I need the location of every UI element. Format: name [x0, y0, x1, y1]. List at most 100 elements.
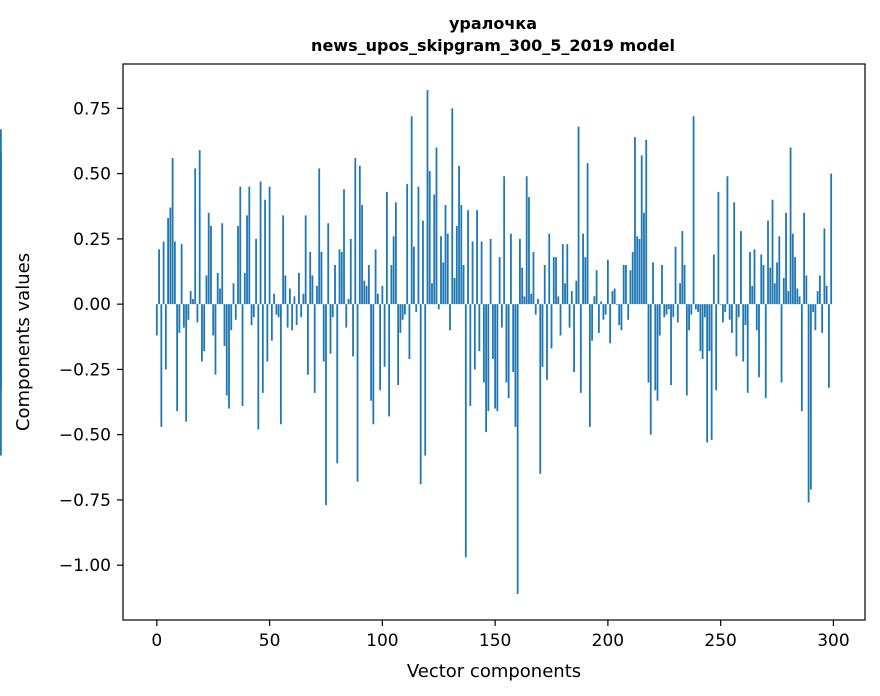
bar-225 [663, 304, 666, 318]
bar-253 [726, 176, 729, 305]
bar-241 [699, 304, 702, 352]
bar-0 [155, 304, 158, 336]
y-tick-label: 0.75 [73, 99, 111, 119]
bar-236 [688, 304, 690, 331]
bar-25 [212, 304, 215, 336]
bar-263 [749, 251, 751, 305]
bar-43 [252, 304, 255, 318]
bar-16 [192, 298, 194, 305]
bar-3 [162, 241, 165, 305]
bar-97 [374, 249, 377, 305]
bar-104 [390, 265, 393, 305]
bar-217 [645, 139, 648, 305]
bar-268 [760, 254, 763, 305]
bar-248 [715, 304, 718, 391]
bar-287 [803, 212, 805, 305]
bar-275 [776, 262, 778, 305]
bar-113 [410, 116, 413, 305]
bar-257 [735, 304, 738, 357]
bar-290 [809, 304, 812, 490]
bar-84 [345, 304, 348, 328]
bar-235 [685, 304, 688, 396]
bar-87 [352, 304, 354, 357]
bar-101 [383, 304, 386, 367]
bar-103 [388, 304, 391, 417]
bar-131 [451, 108, 454, 305]
bar-undefined [0, 129, 2, 305]
bar-undefined [0, 304, 2, 370]
y-tick-label: −1.00 [59, 556, 111, 576]
bar-213 [636, 236, 639, 305]
bar-135 [460, 204, 463, 305]
bar-112 [408, 304, 411, 359]
bar-158 [512, 304, 515, 373]
bar-223 [658, 304, 661, 336]
bar-141 [473, 304, 476, 370]
bar-4 [164, 304, 167, 370]
bar-59 [288, 288, 291, 305]
bar-174 [548, 233, 551, 305]
bar-62 [295, 304, 298, 326]
bar-94 [367, 265, 370, 305]
bar-73 [320, 251, 323, 305]
x-tick-label: 0 [151, 631, 162, 651]
bar-71 [316, 285, 318, 305]
bar-7 [171, 157, 174, 305]
bar-224 [661, 265, 663, 305]
bar-251 [722, 304, 724, 323]
bar-264 [751, 285, 754, 305]
bar-6 [169, 207, 172, 305]
bar-246 [710, 304, 713, 440]
bar-288 [805, 275, 808, 305]
bar-68 [309, 251, 312, 305]
bar-138 [467, 210, 469, 305]
bar-192 [588, 304, 591, 427]
bar-24 [210, 225, 212, 305]
bar-118 [422, 220, 424, 305]
bar-289 [807, 304, 810, 503]
bar-17 [194, 168, 197, 305]
bar-266 [755, 304, 758, 331]
plot-frame [122, 63, 866, 621]
bar-255 [731, 304, 733, 333]
bar-88 [354, 157, 357, 305]
bar-155 [505, 304, 508, 383]
bar-63 [298, 272, 300, 305]
bar-201 [609, 304, 612, 344]
bar-99 [379, 304, 381, 391]
bar-200 [606, 259, 609, 305]
bar-282 [791, 233, 794, 305]
bar-134 [458, 165, 460, 305]
bar-89 [356, 304, 359, 482]
bar-23 [207, 212, 210, 305]
bar-67 [307, 304, 309, 375]
bar-22 [205, 275, 208, 305]
bar-243 [703, 304, 706, 318]
bar-194 [593, 296, 596, 305]
bar-198 [602, 304, 605, 320]
bar-82 [340, 251, 343, 305]
bar-186 [575, 280, 578, 305]
bar-293 [816, 291, 819, 305]
bar-191 [586, 163, 589, 305]
bar-296 [823, 228, 826, 305]
bar-20 [201, 304, 203, 362]
bar-168 [534, 304, 537, 315]
bar-202 [611, 291, 614, 305]
bar-2 [160, 304, 163, 427]
bar-60 [291, 304, 294, 331]
bar-199 [604, 304, 607, 315]
bar-221 [654, 304, 657, 391]
bar-286 [800, 304, 803, 412]
bar-291 [812, 304, 815, 312]
x-tick-label: 200 [592, 631, 624, 651]
bar-125 [437, 304, 440, 310]
bar-256 [733, 202, 736, 305]
bar-276 [778, 236, 781, 305]
bar-205 [618, 304, 621, 326]
bar-81 [338, 249, 341, 305]
bar-32 [228, 304, 230, 409]
bar-279 [785, 212, 787, 305]
bar-98 [376, 293, 379, 305]
bar-207 [622, 265, 625, 305]
